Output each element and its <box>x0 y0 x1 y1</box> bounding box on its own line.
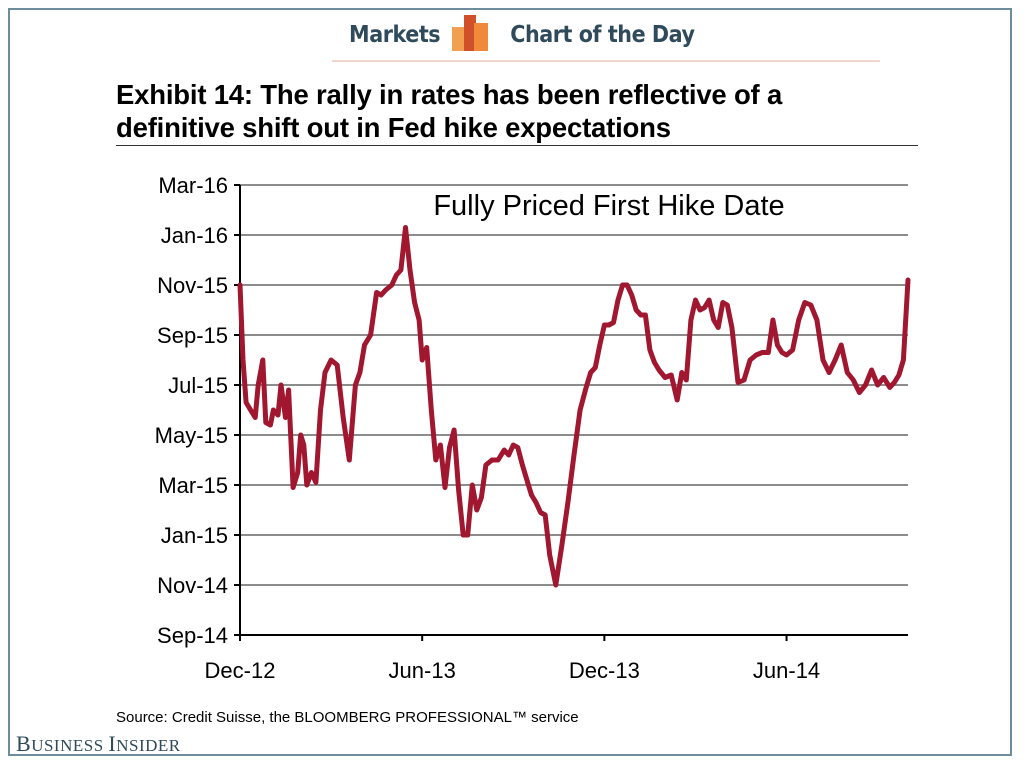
logo-bar-middle <box>464 15 476 51</box>
line-chart: Sep-14 Nov-14 Jan-15 Mar-15 May-15 Jul-15 Sep-… <box>155 173 911 683</box>
bar-chart-logo-icon <box>452 15 488 51</box>
x-tick-label: Dec-12 <box>205 658 276 683</box>
exhibit-title-line2: definitive shift out in Fed hike expecta… <box>116 112 671 143</box>
source-note: Source: Credit Suisse, the BLOOMBERG PRO… <box>116 709 579 726</box>
business-insider-logo: BUSINESS INSIDER <box>16 731 181 756</box>
y-axis-ticks: Sep-14 Nov-14 Jan-15 Mar-15 May-15 Jul-15 Sep-… <box>155 173 240 648</box>
y-tick-label: Jul-15 <box>168 373 228 398</box>
y-tick-label: Mar-15 <box>158 473 228 498</box>
y-tick-label: Mar-16 <box>158 173 228 198</box>
header-chart-of-the-day-label: Chart of the Day <box>510 22 695 48</box>
y-tick-label: Sep-15 <box>157 323 228 348</box>
outer-frame <box>8 8 1012 756</box>
x-tick-label: Jun-14 <box>753 658 820 683</box>
y-tick-label: Jan-15 <box>161 523 228 548</box>
exhibit-title: Exhibit 14: The rally in rates has been … <box>116 78 782 144</box>
header-divider <box>332 60 880 62</box>
chart-title: Fully Priced First Hike Date <box>433 190 784 222</box>
logo-bar-left <box>452 27 466 51</box>
y-tick-label: Nov-14 <box>157 573 228 598</box>
series-line <box>237 225 911 588</box>
title-divider <box>116 145 918 146</box>
logo-bar-right <box>474 23 488 51</box>
header-markets-label: Markets <box>349 22 441 48</box>
x-tick-label: Jun-13 <box>389 658 456 683</box>
y-tick-label: Jan-16 <box>161 223 228 248</box>
x-axis-ticks: Dec-12 Jun-13 Dec-13 Jun-14 <box>205 635 820 683</box>
exhibit-title-line1: Exhibit 14: The rally in rates has been … <box>116 79 783 110</box>
y-tick-label: Nov-15 <box>157 273 228 298</box>
y-tick-label: Sep-14 <box>157 623 228 648</box>
x-tick-label: Dec-13 <box>569 658 640 683</box>
y-tick-label: May-15 <box>155 423 228 448</box>
